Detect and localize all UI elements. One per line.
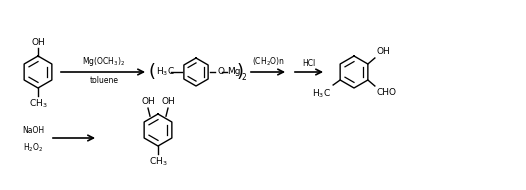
Text: toluene: toluene (89, 76, 118, 85)
Text: Mg: Mg (227, 67, 240, 77)
Text: CH$_3$: CH$_3$ (149, 155, 167, 168)
Text: ): ) (237, 63, 244, 81)
Text: OH: OH (31, 38, 45, 47)
Text: OH: OH (377, 47, 391, 56)
Text: O: O (217, 67, 224, 77)
Text: Mg(OCH$_3$)$_2$: Mg(OCH$_3$)$_2$ (83, 55, 126, 68)
Text: H$_3$C: H$_3$C (312, 87, 331, 100)
Text: OH: OH (161, 97, 175, 106)
Text: CH$_3$: CH$_3$ (29, 97, 47, 109)
Text: HCl: HCl (302, 59, 316, 68)
Text: OH: OH (141, 97, 155, 106)
Text: (: ( (149, 63, 156, 81)
Text: CHO: CHO (377, 88, 397, 97)
Text: 2: 2 (242, 74, 247, 82)
Text: H$_3$C: H$_3$C (156, 66, 175, 78)
Text: (CH$_2$O)n: (CH$_2$O)n (251, 55, 285, 68)
Text: H$_2$O$_2$: H$_2$O$_2$ (23, 141, 43, 154)
Text: NaOH: NaOH (22, 126, 44, 135)
